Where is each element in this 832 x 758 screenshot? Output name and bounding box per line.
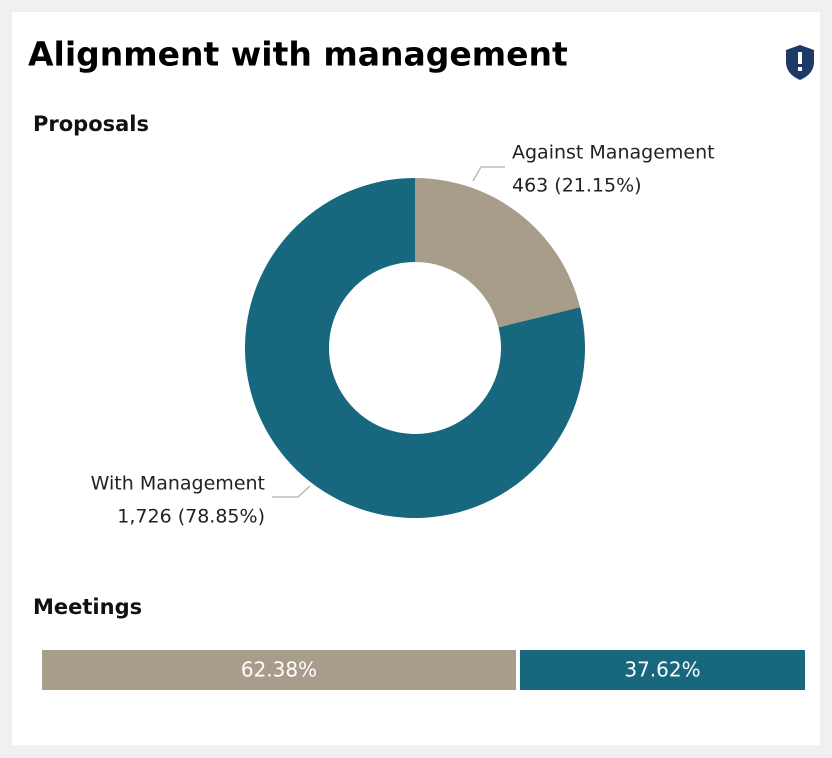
slice-value: 463 (21.15%) — [512, 175, 642, 197]
alert-icon[interactable] — [786, 45, 814, 80]
donut-slice — [245, 178, 585, 518]
chart-title: Proposals — [33, 112, 149, 136]
leader-line — [472, 166, 505, 182]
widget-title: Alignment with management — [28, 35, 568, 74]
slice-label: Against Management — [512, 142, 715, 164]
card — [12, 12, 820, 745]
donut-slice — [415, 178, 581, 328]
bar-segment — [42, 650, 516, 690]
chart-title: Meetings — [33, 595, 142, 619]
bar-segment — [519, 650, 805, 690]
slice-label: With Management — [91, 473, 265, 495]
bar-label: 62.38% — [241, 658, 317, 682]
leader-line — [272, 485, 311, 498]
bar-label: 37.62% — [624, 658, 700, 682]
slice-value: 1,726 (78.85%) — [117, 506, 265, 528]
